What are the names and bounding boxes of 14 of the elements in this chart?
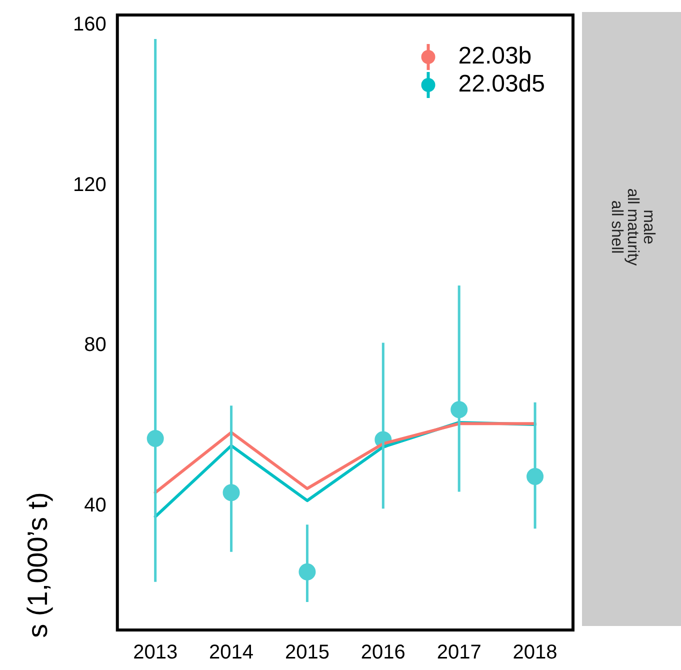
x-tick-label: 2016 xyxy=(360,642,406,664)
x-tick-label: 2015 xyxy=(284,642,330,664)
y-tick-label: 120 xyxy=(72,174,106,196)
x-tick-label: 2013 xyxy=(133,642,178,664)
x-tick-label: 2018 xyxy=(512,642,558,664)
x-tick-label: 2017 xyxy=(436,642,482,664)
facet-strip: male all maturity all shell xyxy=(582,12,681,626)
legend-label: 22.03d5 xyxy=(458,70,546,98)
y-tick-label: 160 xyxy=(72,14,106,36)
y-axis-title: s (1,000’s t) xyxy=(22,492,54,638)
y-tick-label: 40 xyxy=(84,494,106,516)
legend-label: 22.03b xyxy=(458,42,532,70)
x-tick-label: 2014 xyxy=(209,642,254,664)
y-tick-label: 80 xyxy=(84,334,106,356)
